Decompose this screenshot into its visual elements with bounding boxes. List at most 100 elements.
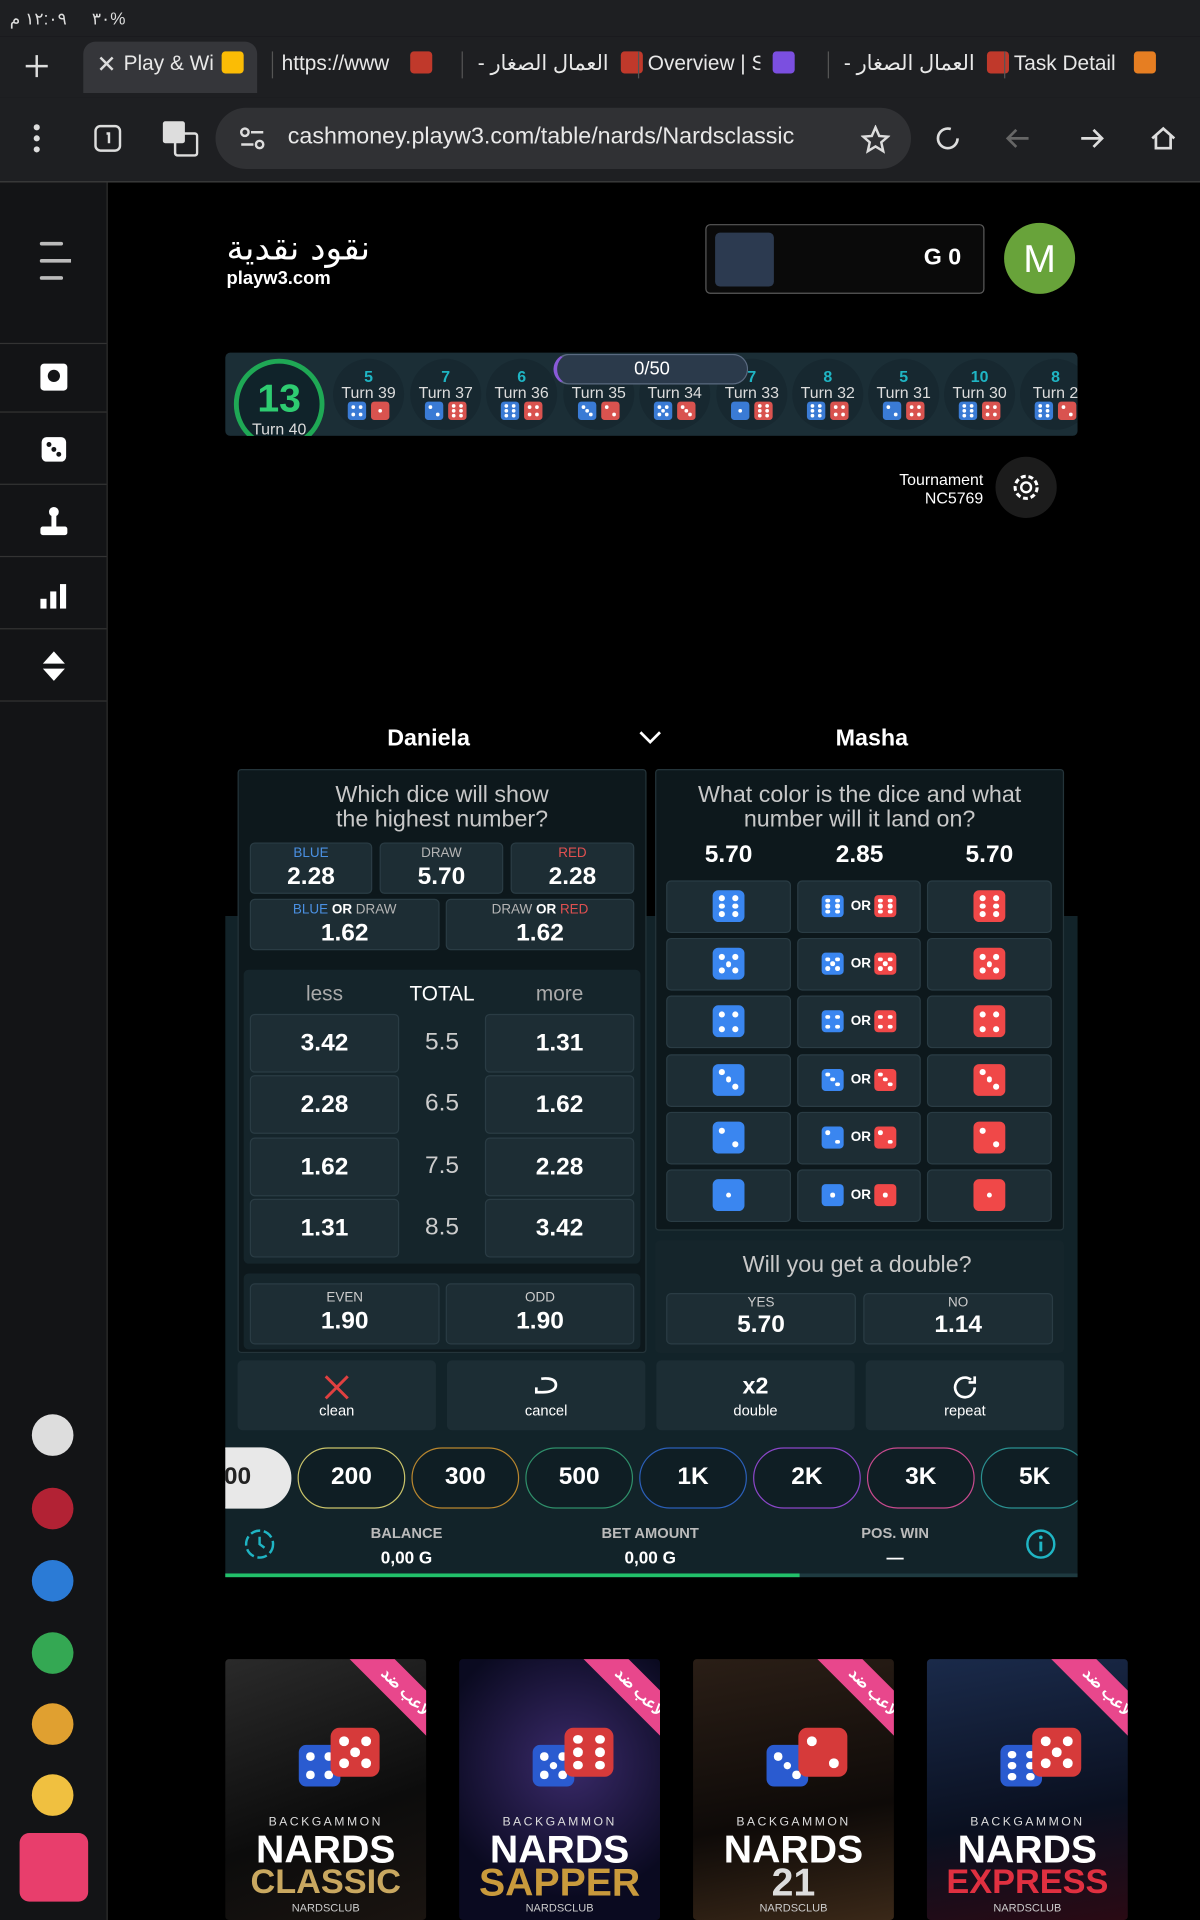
odds-label: RED	[558, 846, 587, 861]
sidebar-app-icon[interactable]	[31, 1774, 74, 1816]
dice-bet[interactable]	[926, 880, 1052, 934]
bet-chip[interactable]	[525, 1447, 634, 1509]
pip	[993, 1141, 1000, 1148]
tab-separator	[827, 51, 829, 79]
odds-button[interactable]	[484, 1013, 635, 1073]
odds-button[interactable]	[666, 1293, 856, 1345]
odds-label-part: OR	[331, 902, 353, 918]
action-button[interactable]	[865, 1360, 1065, 1431]
turn-total: 8	[1051, 367, 1060, 386]
odds-button[interactable]	[484, 1075, 635, 1134]
dice-bet[interactable]	[797, 880, 921, 934]
game-card[interactable]: لاعب ضد BACKGAMMON NARDS EXPRESS NARDSCLUB	[926, 1659, 1128, 1920]
odds-button[interactable]	[445, 1283, 635, 1345]
sidebar-menu[interactable]	[37, 240, 73, 282]
sidebar-icon[interactable]	[37, 504, 71, 538]
odds-button[interactable]	[249, 1075, 400, 1134]
odds-button[interactable]	[379, 842, 504, 894]
question-text: What color is the dice and what	[697, 782, 1022, 809]
avatar[interactable]: M	[1004, 222, 1076, 294]
tab-favicon	[620, 51, 643, 74]
bet-chip[interactable]	[411, 1447, 520, 1509]
die-icon	[874, 1126, 897, 1149]
dice-bet[interactable]	[666, 938, 792, 991]
player-dropdown[interactable]	[638, 729, 662, 746]
odds-button[interactable]	[249, 1283, 440, 1345]
turn-label: Turn 37	[418, 383, 473, 402]
history-icon[interactable]	[244, 1528, 276, 1560]
sidebar-app-icon[interactable]	[31, 1487, 74, 1530]
odds-button[interactable]	[249, 1198, 400, 1258]
sidebar-app-icon[interactable]	[31, 1560, 74, 1602]
action-button[interactable]	[237, 1360, 436, 1431]
sidebar-app-icon[interactable]	[31, 1703, 74, 1745]
tab-title[interactable]: Play & Wi	[123, 51, 214, 75]
card-subtitle: EXPRESS	[946, 1862, 1109, 1901]
sidebar-icon[interactable]	[37, 649, 71, 683]
action-button[interactable]	[656, 1360, 855, 1431]
address-pill[interactable]	[215, 107, 912, 169]
nav-button[interactable]	[933, 124, 962, 153]
card-footer: NARDSCLUB	[759, 1901, 828, 1914]
tab-title[interactable]: العمال الصغار -	[477, 51, 609, 75]
bet-chip[interactable]	[297, 1447, 406, 1509]
settings-button[interactable]	[995, 456, 1057, 518]
die-icon	[330, 1727, 380, 1777]
tab-title[interactable]: العمال الصغار -	[843, 51, 975, 75]
tab-switcher[interactable]	[93, 124, 122, 153]
nav-button[interactable]	[1076, 124, 1105, 153]
odds-button[interactable]	[249, 842, 373, 894]
game-card[interactable]: لاعب ضد BACKGAMMON NARDS 21 NARDSCLUB	[693, 1659, 894, 1920]
pip	[1026, 1761, 1035, 1770]
odds-button[interactable]	[249, 898, 440, 951]
translate-button[interactable]	[162, 120, 199, 157]
nav-button[interactable]	[1149, 124, 1178, 153]
sidebar-icon[interactable]	[37, 432, 71, 466]
pip	[909, 405, 913, 409]
dice-bet[interactable]	[797, 995, 921, 1049]
sidebar-icon[interactable]	[37, 360, 71, 394]
bet-chip[interactable]	[753, 1447, 861, 1509]
pip	[451, 413, 456, 418]
bet-chip[interactable]	[225, 1447, 292, 1509]
bet-chip[interactable]	[980, 1447, 1078, 1509]
game-card[interactable]: لاعب ضد BACKGAMMON NARDS SAPPER NARDSCLUB	[459, 1659, 660, 1920]
sidebar-app-icon[interactable]	[31, 1632, 74, 1674]
die-icon	[973, 947, 1006, 980]
odds-button[interactable]	[249, 1013, 400, 1073]
odds-button[interactable]	[249, 1137, 400, 1197]
tab-title[interactable]: Task Detail |	[1013, 51, 1122, 75]
menu-button[interactable]	[24, 122, 48, 154]
card-brand: BACKGAMMON	[502, 1815, 617, 1830]
new-tab-button[interactable]	[22, 51, 51, 80]
close-tab[interactable]	[98, 55, 115, 72]
sidebar-app-icon[interactable]	[19, 1833, 89, 1902]
current-turn-label: Turn 40	[252, 420, 307, 439]
sidebar-app-icon[interactable]	[31, 1414, 74, 1456]
bet-chip[interactable]	[866, 1447, 975, 1509]
odds-button[interactable]	[510, 842, 635, 894]
nav-button[interactable]	[1004, 124, 1033, 153]
bookmark-star[interactable]	[860, 124, 891, 154]
odds-button[interactable]	[863, 1293, 1054, 1345]
sidebar-icon[interactable]	[37, 577, 71, 611]
dice-bet[interactable]	[666, 1111, 792, 1165]
dice-bet[interactable]	[797, 1111, 921, 1165]
odds-button[interactable]	[484, 1137, 635, 1197]
odds-button[interactable]	[484, 1198, 635, 1258]
bet-chip[interactable]	[639, 1447, 747, 1509]
dice-bet[interactable]	[797, 1169, 921, 1223]
pip	[657, 405, 661, 409]
pip	[1038, 404, 1042, 408]
odds-button[interactable]	[445, 898, 635, 951]
tab-title[interactable]: Overview | S	[647, 51, 761, 75]
die-icon	[564, 1727, 614, 1777]
action-button[interactable]	[446, 1360, 646, 1431]
sidebar-divider	[0, 555, 107, 558]
info-button[interactable]	[1025, 1528, 1057, 1560]
dice-bet[interactable]	[797, 1053, 921, 1107]
tab-title[interactable]: https://www	[281, 51, 390, 75]
tab-separator	[461, 51, 463, 79]
game-card[interactable]: لاعب ضد BACKGAMMON NARDS CLASSIC NARDSCLUB	[225, 1659, 427, 1920]
dice-bet[interactable]	[797, 938, 921, 991]
